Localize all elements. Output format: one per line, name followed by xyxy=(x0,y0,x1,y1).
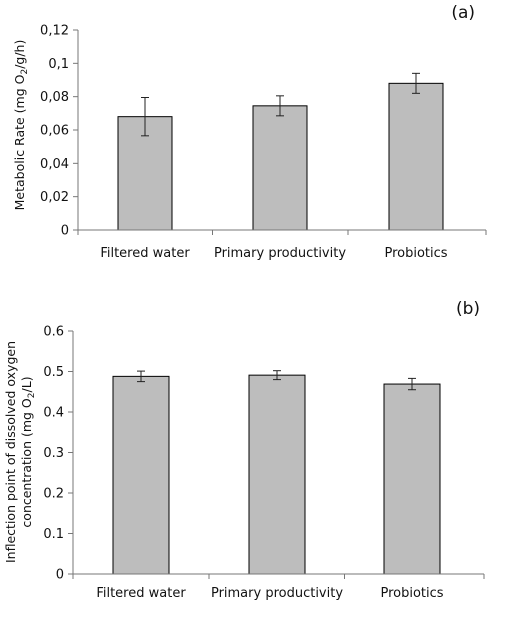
chart-b-category-labels: Filtered water Primary productivity Probio… xyxy=(96,586,443,601)
chart-b-bar-0 xyxy=(112,375,170,575)
chart-b-y-tick-label: 0.6 xyxy=(43,325,64,340)
chart-b-bar-2 xyxy=(383,383,441,575)
chart-b-axes xyxy=(72,331,484,575)
chart-b-panel-label: (b) xyxy=(456,299,480,319)
chart-b-y-tick-label: 0.1 xyxy=(43,527,64,542)
chart-a-bar-2 xyxy=(388,82,444,231)
chart-a-bars xyxy=(117,72,444,231)
chart-b-y-tick-label: 0.3 xyxy=(43,446,64,461)
chart-b: (b) Inflection point of dissolved oxygen… xyxy=(3,299,485,601)
chart-a-panel-label: (a) xyxy=(451,3,475,23)
chart-b-y-tick-label: 0.2 xyxy=(43,487,64,502)
chart-a: (a) Metabolic Rate (mg O2/g/h) 0 0,02 0,04… xyxy=(12,3,487,261)
chart-a-category-label-0: Filtered water xyxy=(100,246,190,261)
chart-b-y-tick-label: 0.4 xyxy=(43,406,64,421)
chart-b-bar-1 xyxy=(248,374,306,575)
chart-a-y-tick-label: 0,1 xyxy=(48,57,69,72)
chart-a-y-axis-label: Metabolic Rate (mg O2/g/h) xyxy=(12,40,30,211)
chart-b-y-axis-label-line1: Inflection point of dissolved oxygen xyxy=(3,341,18,563)
chart-a-category-labels: Filtered water Primary productivity Probio… xyxy=(100,246,447,261)
chart-b-category-label-0: Filtered water xyxy=(96,586,186,601)
chart-a-category-label-1: Primary productivity xyxy=(214,246,346,261)
chart-a-bar-1 xyxy=(252,105,308,231)
chart-a-y-tick-label: 0,08 xyxy=(40,90,69,105)
chart-a-y-tick-label: 0,04 xyxy=(40,157,69,172)
chart-a-axes xyxy=(77,30,486,231)
chart-a-y-tick-label: 0,12 xyxy=(40,24,69,39)
chart-b-y-axis-label-line2: concentration (mg O2/L) xyxy=(19,376,37,527)
chart-b-y-tick-label: 0 xyxy=(56,568,64,583)
chart-b-y-ticks: 0 0.1 0.2 0.3 0.4 0.5 0.6 xyxy=(43,325,485,583)
chart-b-y-tick-label: 0.5 xyxy=(43,365,64,380)
chart-a-y-tick-label: 0,06 xyxy=(40,124,69,139)
chart-a-category-label-2: Probiotics xyxy=(384,246,447,261)
chart-a-y-ticks: 0 0,02 0,04 0,06 0,08 0,1 0,12 xyxy=(40,24,487,239)
chart-a-y-tick-label: 0 xyxy=(61,224,69,239)
chart-b-bars xyxy=(112,370,441,575)
chart-b-category-label-1: Primary productivity xyxy=(211,586,343,601)
chart-a-y-tick-label: 0,02 xyxy=(40,190,69,205)
chart-b-category-label-2: Probiotics xyxy=(380,586,443,601)
